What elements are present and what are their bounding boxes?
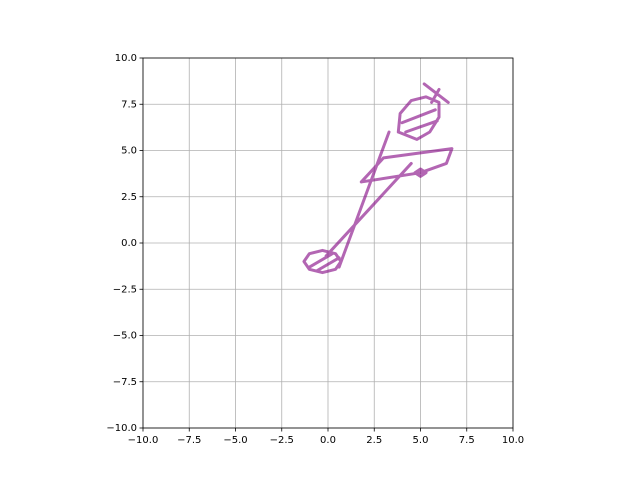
- x-tick-label: −2.5: [270, 435, 294, 446]
- y-tick-label: 7.5: [121, 99, 137, 110]
- x-tick-label: 7.5: [459, 435, 475, 446]
- y-tick-label: 5.0: [121, 146, 137, 157]
- y-tick-label: −5.0: [113, 331, 137, 342]
- x-tick-label: 5.0: [413, 435, 429, 446]
- y-tick-label: 10.0: [115, 53, 137, 64]
- plot-layer: [302, 82, 454, 275]
- tick-layer: −10.0 −7.5 −5.0 −2.5 0.0 2.5 5.0 7.5 10.0 −10.0 −7…: [106, 53, 524, 446]
- x-tick-label: −5.0: [223, 435, 247, 446]
- y-tick-label: 0.0: [121, 238, 137, 249]
- y-tick-label: −10.0: [106, 423, 137, 434]
- y-tick-label: 2.5: [121, 192, 137, 203]
- x-tick-label: 2.5: [366, 435, 382, 446]
- x-tick-label: −7.5: [177, 435, 201, 446]
- data-line: [302, 82, 454, 275]
- grid-layer: [142, 57, 514, 429]
- y-tick-label: −2.5: [113, 284, 137, 295]
- x-tick-label: 10.0: [502, 435, 524, 446]
- x-tick-label: 0.0: [320, 435, 336, 446]
- x-tick-label: −10.0: [128, 435, 159, 446]
- y-tick-label: −7.5: [113, 377, 137, 388]
